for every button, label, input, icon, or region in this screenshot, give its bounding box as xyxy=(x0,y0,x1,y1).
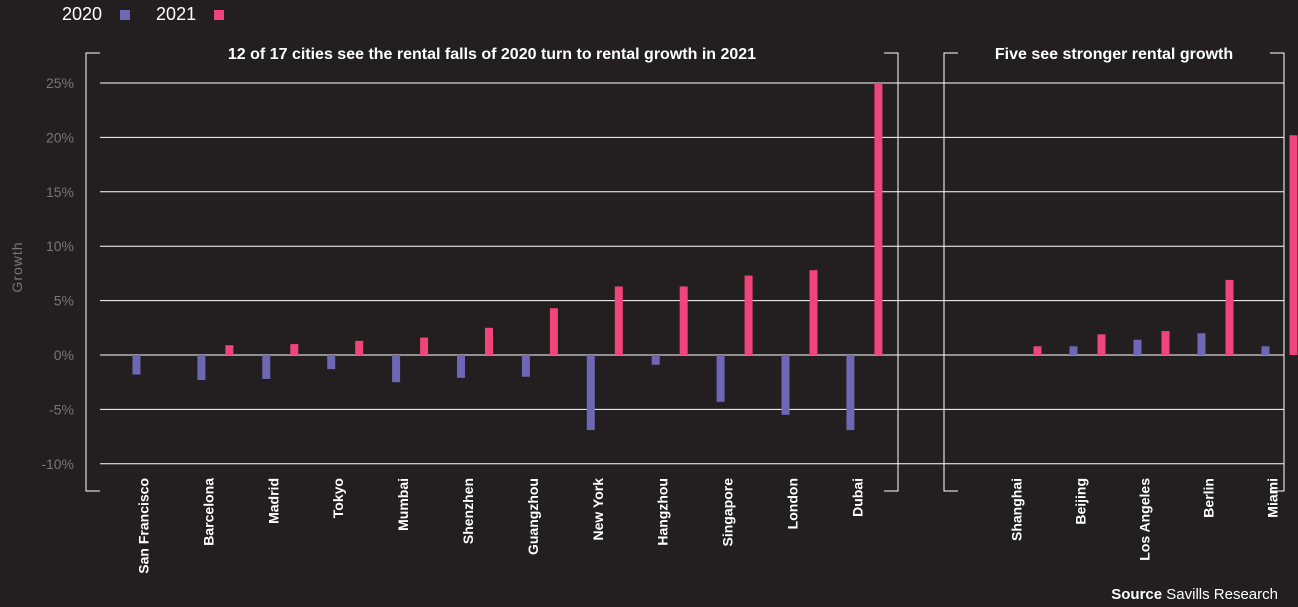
bar-2020-shenzhen xyxy=(457,355,465,378)
source-label: Source xyxy=(1111,586,1163,603)
y-tick-label: 10% xyxy=(46,238,74,254)
x-tick-label-madrid: Madrid xyxy=(265,478,281,524)
source-note: Source Savills Research xyxy=(1111,586,1278,603)
source-text: Savills Research xyxy=(1166,586,1278,603)
bar-2021-new-york xyxy=(614,286,623,355)
bar-2020-miami xyxy=(1261,346,1270,355)
bar-2020-guangzhou xyxy=(521,355,530,377)
bar-2021-guangzhou xyxy=(549,308,558,355)
bar-2021-shenzhen xyxy=(485,327,493,355)
x-tick-label-beijing: Beijing xyxy=(1073,478,1089,525)
legend-label-2021: 2021 xyxy=(156,4,197,24)
x-tick-label-shenzhen: Shenzhen xyxy=(460,478,476,544)
bar-2020-barcelona xyxy=(197,355,206,381)
legend-item-2021: 2021 xyxy=(156,4,225,25)
legend-swatch-2020 xyxy=(120,9,131,20)
y-tick-label: 20% xyxy=(46,129,74,145)
panel-bracket xyxy=(85,52,899,492)
bar-2020-new-york xyxy=(586,355,595,431)
x-tick-label-singapore: Singapore xyxy=(720,478,736,547)
bar-2021-madrid xyxy=(290,344,299,355)
panel-title-background xyxy=(980,41,1248,65)
bar-2020-tokyo xyxy=(327,355,336,370)
y-tick-label: 25% xyxy=(46,75,74,91)
legend-label-2020: 2020 xyxy=(62,4,103,24)
x-tick-label-london: London xyxy=(785,478,801,529)
bar-2020-madrid xyxy=(262,355,271,379)
bar-2021-beijing xyxy=(1097,334,1106,355)
x-tick-label-san-francisco: San Francisco xyxy=(136,478,152,574)
x-tick-label-hangzhou: Hangzhou xyxy=(655,478,671,546)
legend: 2020 2021 xyxy=(62,4,250,25)
legend-swatch-2021 xyxy=(214,9,225,20)
bar-2021-miami xyxy=(1289,135,1298,355)
y-tick-label: 15% xyxy=(46,184,74,200)
y-tick-label: -5% xyxy=(49,401,74,417)
x-tick-label-berlin: Berlin xyxy=(1201,478,1217,518)
y-tick-label: -10% xyxy=(41,456,74,472)
panel-title: Five see stronger rental growth xyxy=(995,46,1233,63)
bar-2021-singapore xyxy=(744,275,753,355)
x-tick-label-miami: Miami xyxy=(1265,478,1281,518)
bar-2021-los-angeles xyxy=(1161,331,1170,355)
x-tick-label-new-york: New York xyxy=(590,478,606,541)
y-axis-label: Growth xyxy=(9,241,25,292)
x-tick-label-guangzhou: Guangzhou xyxy=(525,478,541,555)
bar-2021-berlin xyxy=(1225,279,1234,355)
x-tick-label-dubai: Dubai xyxy=(849,478,865,517)
y-tick-label: 5% xyxy=(54,293,74,309)
bar-2021-hangzhou xyxy=(679,286,688,355)
x-tick-label-barcelona: Barcelona xyxy=(200,478,216,546)
bar-2020-dubai xyxy=(846,355,855,431)
y-tick-label: 0% xyxy=(54,347,74,363)
bar-2020-beijing xyxy=(1069,346,1078,355)
bar-2020-berlin xyxy=(1197,333,1206,355)
bar-2021-london xyxy=(809,270,818,355)
bar-2021-mumbai xyxy=(420,337,429,355)
x-tick-label-tokyo: Tokyo xyxy=(330,478,346,518)
panel-bracket xyxy=(943,52,1285,492)
panel-title: 12 of 17 cities see the rental falls of … xyxy=(228,46,756,63)
bar-2020-san-francisco xyxy=(132,355,141,375)
bar-2020-mumbai xyxy=(392,355,401,383)
bar-2020-singapore xyxy=(716,355,725,402)
x-tick-label-los-angeles: Los Angeles xyxy=(1137,478,1153,561)
bar-2021-tokyo xyxy=(355,340,364,355)
x-tick-label-shanghai: Shanghai xyxy=(1009,478,1025,541)
panel-title-background xyxy=(184,41,800,65)
legend-item-2020: 2020 xyxy=(62,4,131,25)
x-tick-label-mumbai: Mumbai xyxy=(395,478,411,531)
bar-2020-london xyxy=(781,355,790,415)
bar-2020-los-angeles xyxy=(1133,339,1142,355)
bar-2021-shanghai xyxy=(1033,346,1042,355)
bar-2021-barcelona xyxy=(225,345,234,355)
bar-2021-dubai xyxy=(874,83,883,355)
bar-2020-hangzhou xyxy=(651,355,660,365)
